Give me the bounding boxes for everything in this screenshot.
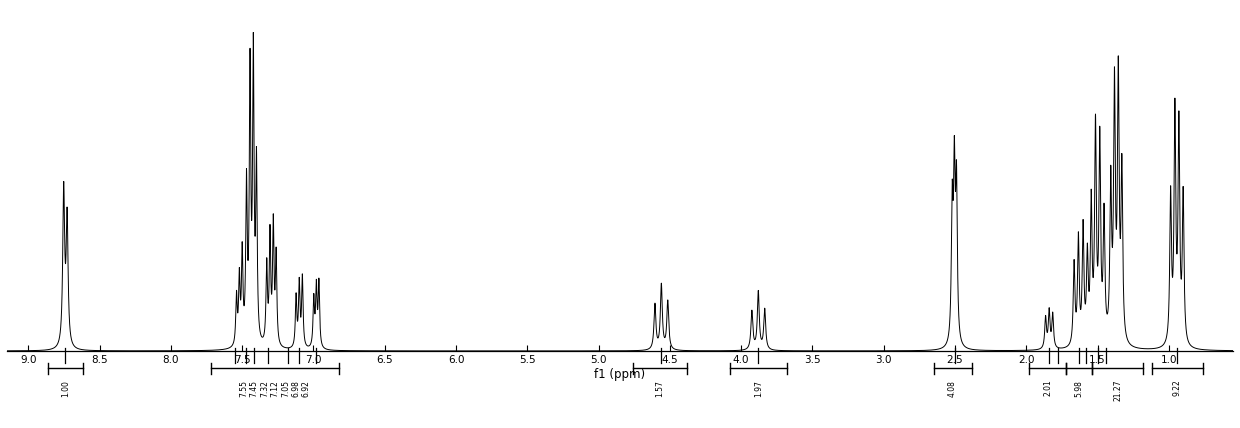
Text: 4.08: 4.08 [947,380,957,396]
Text: 7.55
7.45
7.32
7.12
7.05
6.98
6.92: 7.55 7.45 7.32 7.12 7.05 6.98 6.92 [239,380,311,397]
Text: 2.01: 2.01 [1043,380,1053,396]
Text: 1.97: 1.97 [754,380,763,396]
Text: 1.00: 1.00 [61,380,69,396]
Text: 21.27: 21.27 [1114,380,1122,401]
Text: 1.57: 1.57 [656,380,665,396]
Text: 9.22: 9.22 [1173,380,1182,396]
Text: 5.98: 5.98 [1075,380,1084,396]
X-axis label: f1 (ppm): f1 (ppm) [594,368,646,381]
